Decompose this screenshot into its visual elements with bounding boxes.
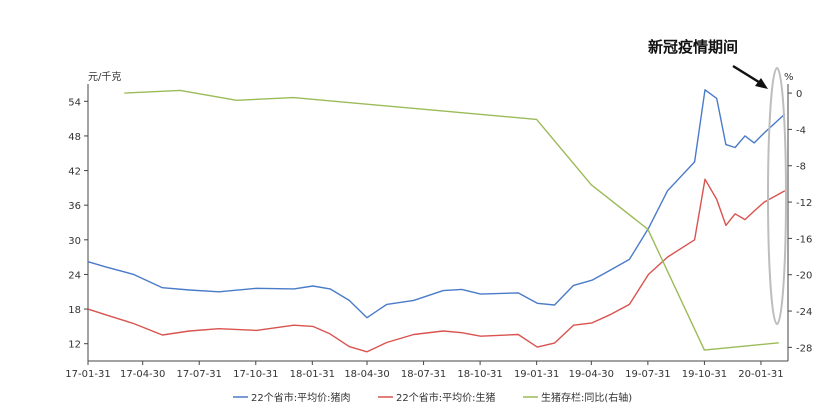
right-axis-ticks: 0 -4 -8 -12 -16 -20 -24 -28: [788, 89, 812, 354]
x-tick-label: 17-10-31: [233, 369, 278, 380]
left-axis-ticks: 12 18 24 30 36 42 48 54: [68, 97, 88, 351]
legend-item-inventory: 生猪存栏:同比(右轴): [523, 391, 632, 404]
legend-label-inventory: 生猪存栏:同比(右轴): [541, 391, 632, 404]
x-tick-label: 17-01-31: [65, 369, 110, 380]
annotation-arrow: [732, 64, 763, 86]
annotation-arrowhead: [755, 78, 768, 89]
x-tick-label: 18-07-31: [401, 369, 446, 380]
series-line-hog: [87, 178, 786, 353]
legend-label-hog: 22个省市:平均价:生猪: [396, 391, 495, 404]
left-axis-unit: 元/千克: [88, 71, 121, 83]
legend: 22个省市:平均价:猪肉 22个省市:平均价:生猪 生猪存栏:同比(右轴): [233, 391, 632, 404]
x-tick-label: 17-07-31: [177, 369, 222, 380]
x-tick-label: 19-04-30: [569, 369, 614, 380]
x-tick-label: 19-01-31: [514, 369, 559, 380]
left-tick-label: 24: [68, 270, 81, 281]
right-tick-label: -8: [796, 162, 806, 173]
legend-item-pork: 22个省市:平均价:猪肉: [233, 391, 350, 404]
right-tick-label: -24: [796, 307, 812, 318]
right-tick-label: -28: [796, 343, 812, 354]
legend-label-pork: 22个省市:平均价:猪肉: [251, 391, 350, 404]
covid-annotation: 新冠疫情期间: [648, 38, 787, 325]
left-tick-label: 48: [68, 132, 81, 143]
x-tick-label: 19-07-31: [625, 369, 670, 380]
x-tick-label: 17-04-30: [120, 369, 165, 380]
x-tick-label: 20-01-31: [738, 369, 783, 380]
legend-item-hog: 22个省市:平均价:生猪: [378, 391, 495, 404]
left-tick-label: 30: [68, 236, 81, 247]
left-tick-label: 54: [68, 97, 81, 108]
axes: [87, 84, 789, 362]
series-line-inventory: [124, 89, 779, 351]
right-axis-unit: %: [784, 72, 794, 83]
x-tick-label: 18-01-31: [290, 369, 335, 380]
right-tick-label: -4: [796, 125, 806, 136]
right-tick-label: 0: [796, 89, 802, 100]
right-tick-label: -16: [796, 234, 812, 245]
series-lines: [87, 89, 786, 353]
x-axis-ticks: 17-01-31 17-04-30 17-07-31 17-10-31 18-01-31…: [65, 361, 784, 380]
left-tick-label: 42: [68, 167, 81, 178]
right-tick-label: -12: [796, 198, 812, 209]
left-tick-label: 12: [68, 340, 81, 351]
right-tick-label: -20: [796, 271, 812, 282]
x-tick-label: 18-04-30: [344, 369, 389, 380]
x-tick-label: 18-10-31: [457, 369, 502, 380]
annotation-text: 新冠疫情期间: [648, 38, 738, 56]
series-line-pork: [87, 89, 786, 319]
x-tick-label: 19-10-31: [682, 369, 727, 380]
left-tick-label: 18: [68, 305, 81, 316]
left-tick-label: 36: [68, 201, 81, 212]
annotation-ellipse: [767, 67, 787, 325]
